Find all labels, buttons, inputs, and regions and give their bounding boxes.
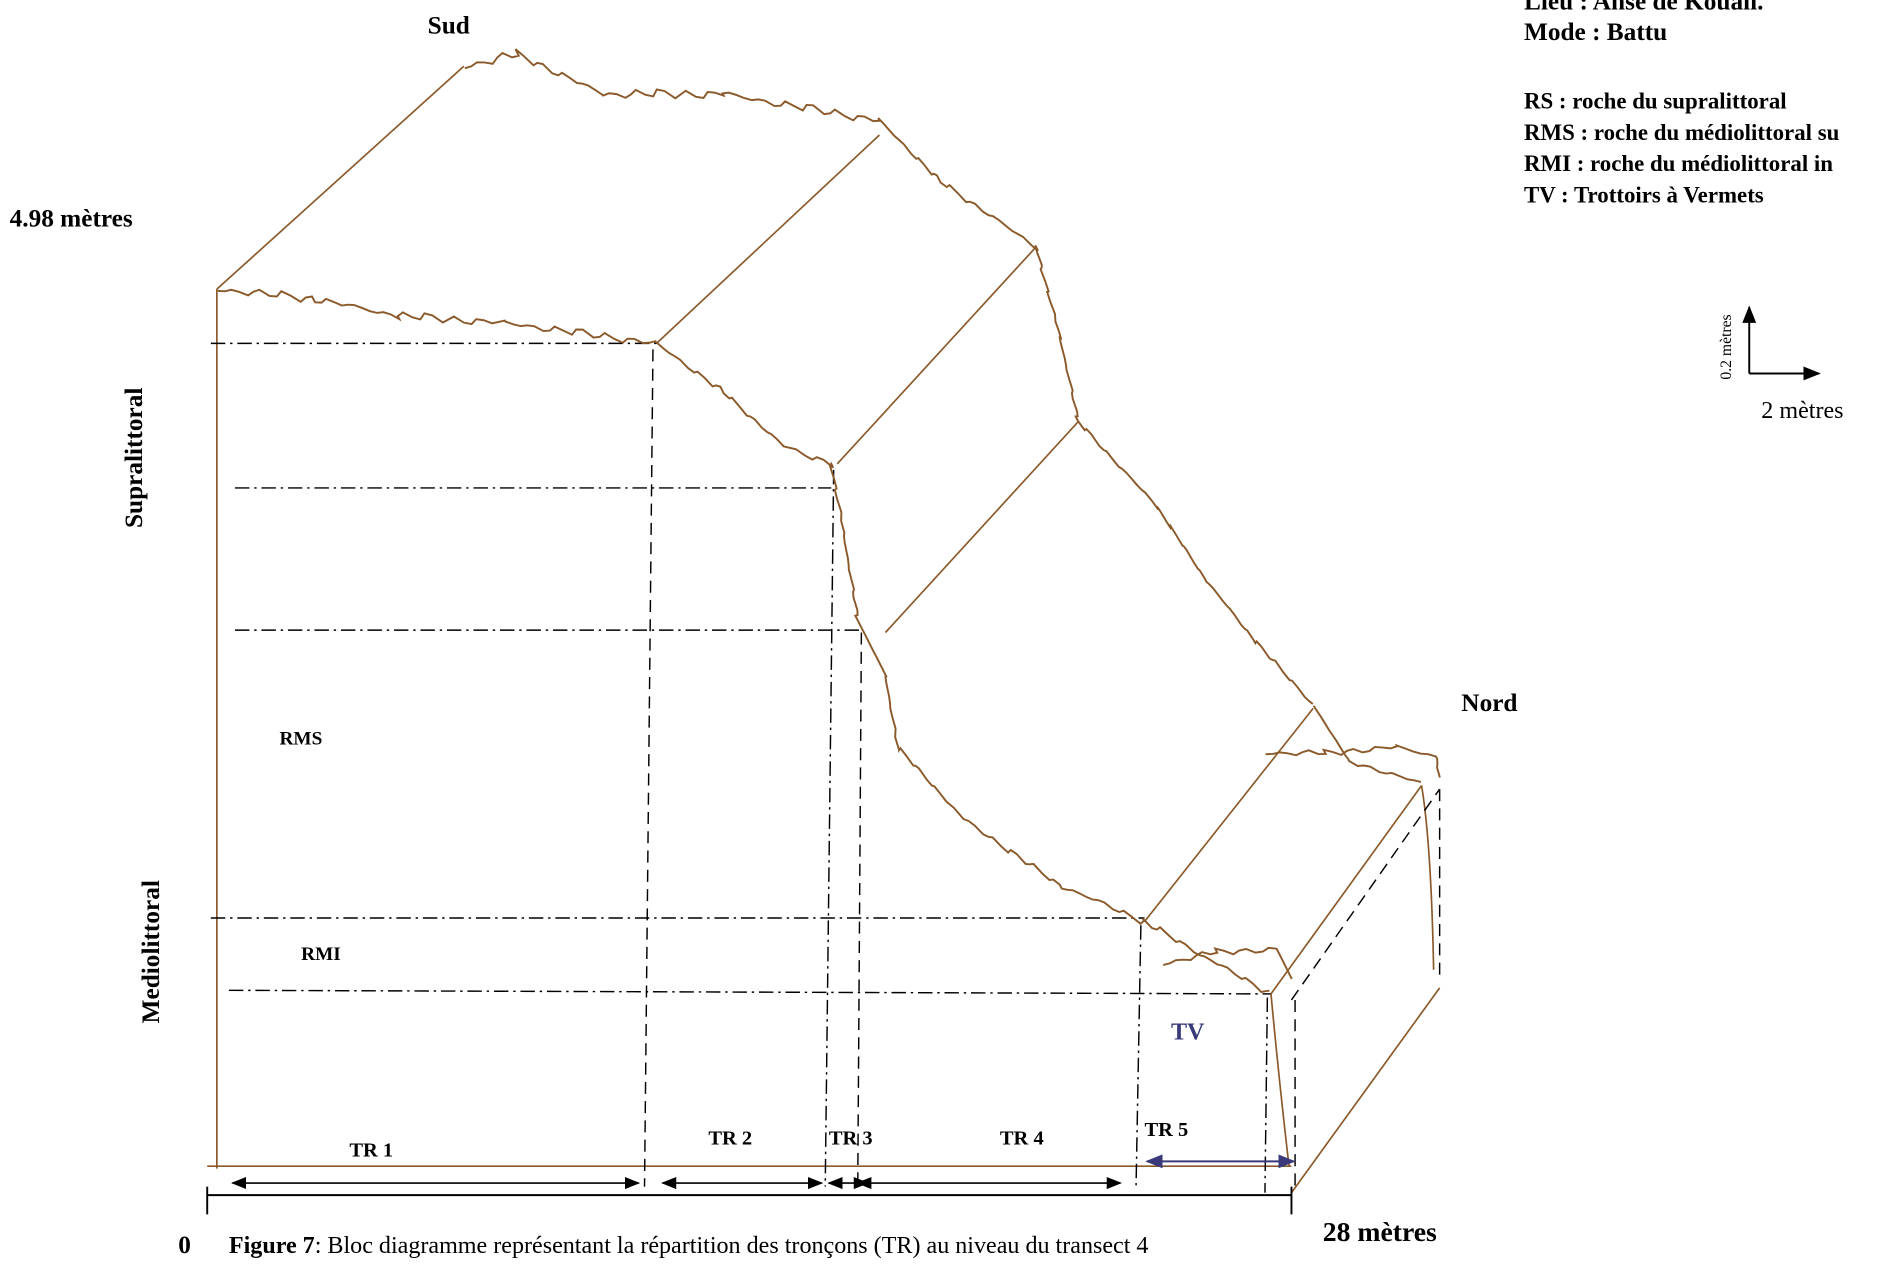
depth-edge [216,65,465,290]
segment-label: TR 3 [829,1128,873,1150]
zone-label: Supralittoral [120,388,148,528]
legend-item: RS : roche du supralittoral [1524,88,1787,113]
segment-limit [1264,997,1269,1193]
caption: Figure 7: Bloc diagramme représentant la… [229,1233,1149,1259]
segment-label: TR 4 [1000,1128,1044,1150]
depth-edge [1270,785,1423,995]
rock-profile [464,48,1314,705]
segment-label: TR 1 [349,1140,393,1162]
caption-label: Figure 7 [229,1233,315,1259]
depth-edge [836,246,1037,465]
rock-profile [1162,946,1293,980]
depth-edge [884,421,1079,634]
area-label: RMI [301,944,341,965]
zone-label: Mediolittoral [137,880,165,1023]
front-right-edge [1270,993,1290,1167]
caption-text: : Bloc diagramme représentant la réparti… [315,1233,1149,1259]
segment-label: TR 2 [708,1128,752,1150]
legend-item: RMS : roche du médiolittoral su [1524,120,1840,145]
legend-item: TV : Trottoirs à Vermets [1524,182,1764,207]
level-line [228,989,1271,995]
scale-label: 2 mètres [1761,398,1843,424]
segment-limit [857,632,863,1187]
depth-edge [1290,987,1441,1194]
site: Lieu : Anse de Kouali. [1524,0,1764,16]
rock-profile [1312,705,1422,783]
rock-profile [1265,743,1441,778]
depth-edge [1143,707,1314,923]
segment-label: TR 5 [1144,1119,1188,1141]
diagram-lines [206,48,1821,1215]
area-label: TV [1171,1020,1205,1046]
south-label: Sud [428,12,470,40]
hidden-edge [1290,788,1441,1001]
segment-limit [643,349,654,1187]
scale-label: 0.2 mètres [1718,314,1735,379]
length-label: 28 mètres [1323,1216,1437,1247]
area-label: RMS [279,729,322,750]
north-label: Nord [1461,689,1517,717]
mode: Mode : Battu [1524,18,1667,46]
rock-profile [217,288,1270,994]
height-label: 4.98 mètres [10,205,133,233]
legend-item: RMI : roche du médiolittoral in [1524,151,1833,176]
segment-limit [1135,925,1142,1187]
right-edge [1420,785,1435,970]
segment-limit [824,469,835,1187]
origin-label: 0 [178,1231,191,1259]
depth-edge [655,134,881,344]
